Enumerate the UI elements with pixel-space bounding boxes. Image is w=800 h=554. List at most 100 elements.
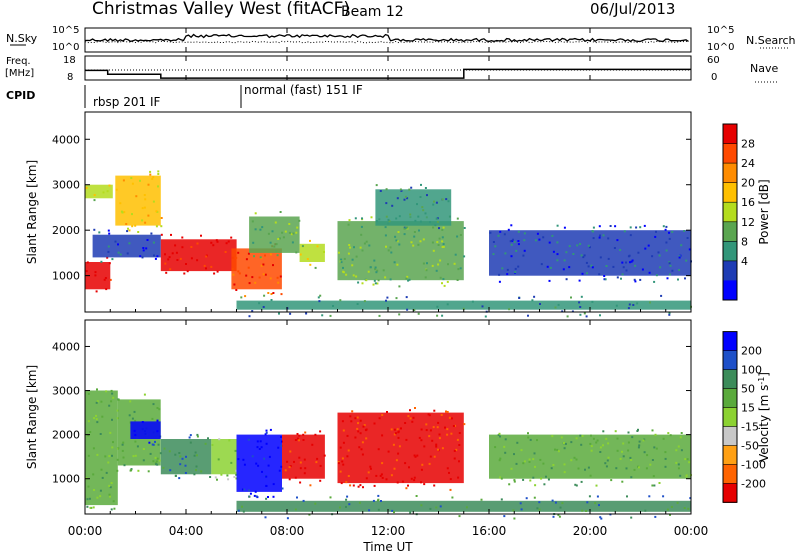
power-echo-speckle <box>509 240 512 243</box>
power-echo-speckle <box>598 225 601 228</box>
velocity-echo-speckle <box>179 455 182 458</box>
power-echo-speckle <box>592 230 595 233</box>
power-echo-speckle <box>361 282 364 285</box>
power-echo-speckle <box>653 280 656 283</box>
velocity-echo-speckle <box>358 501 361 504</box>
velocity-echo-speckle <box>429 507 432 510</box>
velocity-echo-speckle <box>235 473 238 476</box>
power-echo-speckle <box>385 202 388 205</box>
power-echo-speckle <box>272 264 274 267</box>
power-echo-speckle <box>419 240 422 243</box>
power-echo-speckle <box>533 295 536 298</box>
power-echo-speckle <box>296 226 299 229</box>
velocity-echo-speckle <box>319 430 322 433</box>
power-echo-speckle <box>417 243 420 246</box>
velocity-echo-speckle <box>359 484 362 487</box>
velocity-echo-speckle <box>614 430 617 433</box>
velocity-echo-speckle <box>577 467 580 470</box>
velocity-echo-speckle <box>329 496 332 499</box>
power-echo-speckle <box>418 229 420 232</box>
power-echo-speckle <box>580 254 583 257</box>
velocity-echo-speckle <box>134 454 137 457</box>
power-echo-speckle <box>374 268 377 271</box>
velocity-echo-speckle <box>109 431 112 434</box>
velocity-echo-speckle <box>339 506 341 509</box>
velocity-echo-speckle <box>538 501 541 504</box>
power-echo-speckle <box>351 264 354 267</box>
velocity-echo-speckle <box>581 509 584 512</box>
power-echo-speckle <box>384 226 387 229</box>
velocity-echo-speckle <box>373 422 376 425</box>
power-echo-speckle <box>264 273 267 276</box>
velocity-echo-speckle <box>357 485 360 488</box>
velocity-echo-speckle <box>404 422 407 424</box>
power-echo-region <box>85 184 113 199</box>
velocity-echo-speckle <box>104 455 107 458</box>
power-echo-speckle <box>570 296 572 299</box>
velocity-echo-speckle <box>438 437 441 440</box>
power-echo-speckle <box>435 201 438 204</box>
power-echo-speckle <box>355 275 358 278</box>
power-echo-speckle <box>375 271 378 274</box>
velocity-echo-speckle <box>638 440 641 443</box>
power-echo-speckle <box>432 226 435 229</box>
power-echo-speckle <box>235 256 238 259</box>
velocity-echo-speckle <box>347 449 350 452</box>
power-echo-speckle <box>579 313 582 316</box>
power-echo-speckle <box>155 225 158 228</box>
power-echo-speckle <box>144 221 147 224</box>
velocity-echo-speckle <box>590 449 593 452</box>
velocity-echo-speckle <box>137 469 140 472</box>
velocity-echo-speckle <box>683 507 686 509</box>
power-echo-speckle <box>288 223 291 225</box>
velocity-echo-speckle <box>378 417 381 420</box>
power-echo-speckle <box>436 241 439 244</box>
velocity-echo-speckle <box>209 476 212 478</box>
velocity-echo-speckle <box>527 436 530 439</box>
power-echo-speckle <box>607 237 610 240</box>
time-tick-label: 00:00 <box>68 524 103 538</box>
velocity-echo-speckle <box>95 401 98 404</box>
power-echo-speckle <box>183 272 186 275</box>
velocity-echo-speckle <box>646 454 649 457</box>
velocity-echo-speckle <box>214 476 217 479</box>
velocity-echo-speckle <box>652 475 655 478</box>
power-echo-speckle <box>492 253 495 256</box>
power-echo-speckle <box>245 258 248 261</box>
velocity-echo-speckle <box>448 416 451 419</box>
velocity-echo-speckle <box>438 433 441 436</box>
velocity-echo-speckle <box>393 428 396 431</box>
velocity-echo-speckle <box>413 454 416 457</box>
velocity-echo-speckle <box>195 465 198 468</box>
power-echo-speckle <box>517 265 520 268</box>
power-echo-speckle <box>123 211 126 214</box>
power-echo-speckle <box>127 227 129 230</box>
velocity-echo-speckle <box>533 496 536 499</box>
power-echo-speckle <box>631 259 634 262</box>
velocity-echo-speckle <box>446 467 449 470</box>
power-echo-speckle <box>576 244 579 247</box>
power-echo-speckle <box>119 202 122 205</box>
power-echo-speckle <box>625 261 627 264</box>
power-echo-speckle <box>463 227 466 229</box>
velocity-echo-speckle <box>381 462 384 465</box>
power-echo-speckle <box>536 232 539 235</box>
velocity-echo-speckle <box>178 477 181 480</box>
power-echo-speckle <box>372 283 375 286</box>
power-echo-speckle <box>627 255 630 258</box>
power-echo-speckle <box>106 190 109 193</box>
power-echo-speckle <box>252 241 255 244</box>
power-echo-speckle <box>568 245 571 248</box>
velocity-echo-speckle <box>116 469 119 472</box>
velocity-echo-speckle <box>590 445 593 448</box>
power-echo-speckle <box>659 266 662 269</box>
velocity-echo-speckle <box>396 428 399 431</box>
power-echo-speckle <box>203 264 206 267</box>
velocity-colorbar-tick-label: 200 <box>741 345 762 358</box>
power-echo-speckle <box>149 173 152 176</box>
power-echo-speckle <box>108 184 111 187</box>
velocity-echo-speckle <box>550 467 553 470</box>
power-echo-speckle <box>625 269 628 272</box>
time-tick-label: 00:00 <box>674 524 709 538</box>
power-echo-speckle <box>100 260 103 263</box>
